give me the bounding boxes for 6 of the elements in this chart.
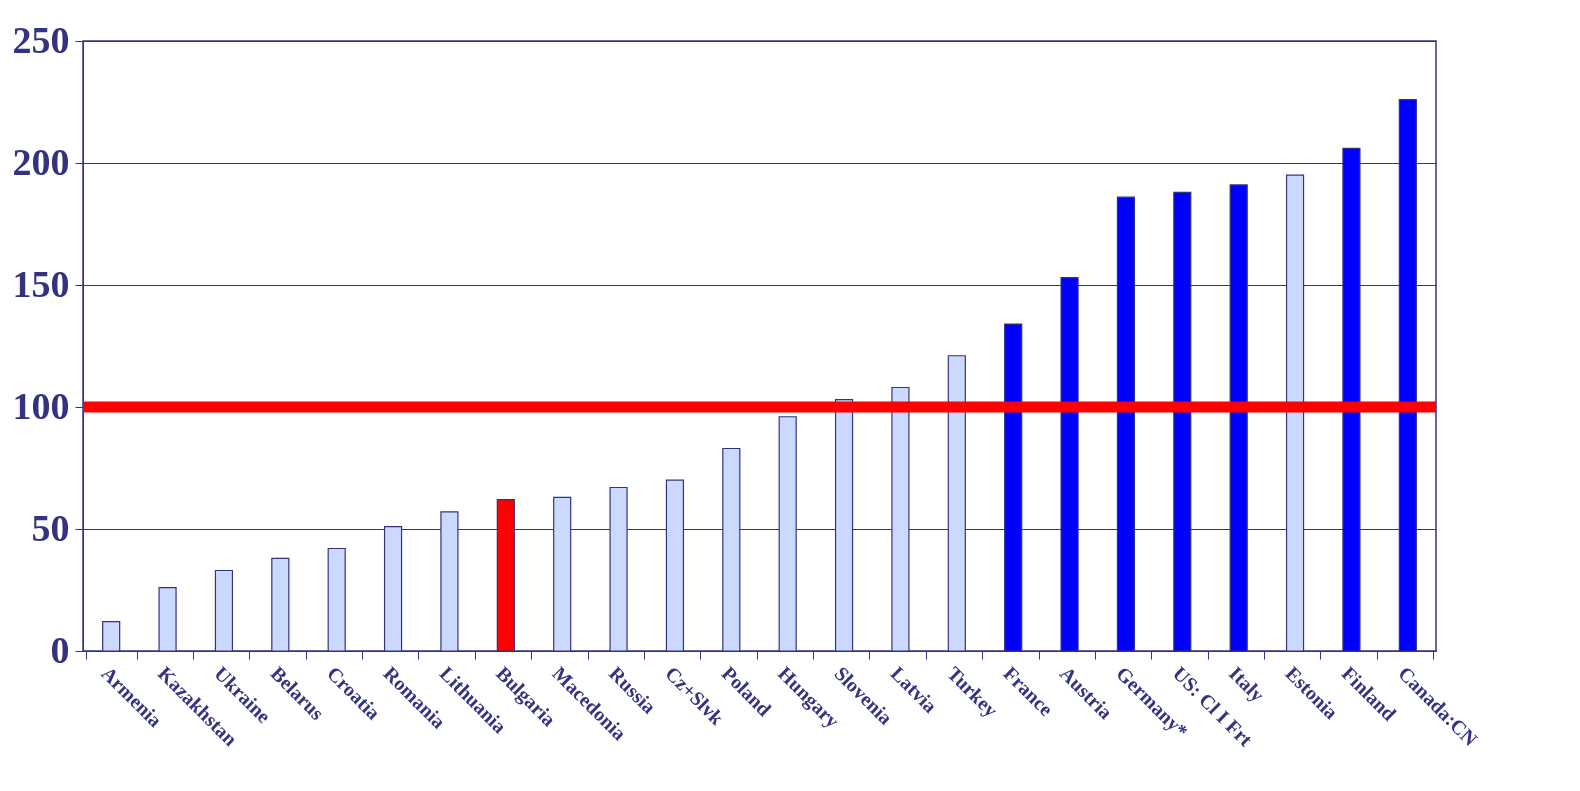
y-tick-label: 250: [12, 18, 70, 61]
y-tick-label: 0: [50, 628, 70, 671]
y-tick-label: 200: [12, 140, 70, 183]
y-tick-label: 100: [12, 384, 70, 427]
y-tick-label: 50: [31, 506, 70, 549]
y-tick-label: 150: [12, 262, 70, 305]
